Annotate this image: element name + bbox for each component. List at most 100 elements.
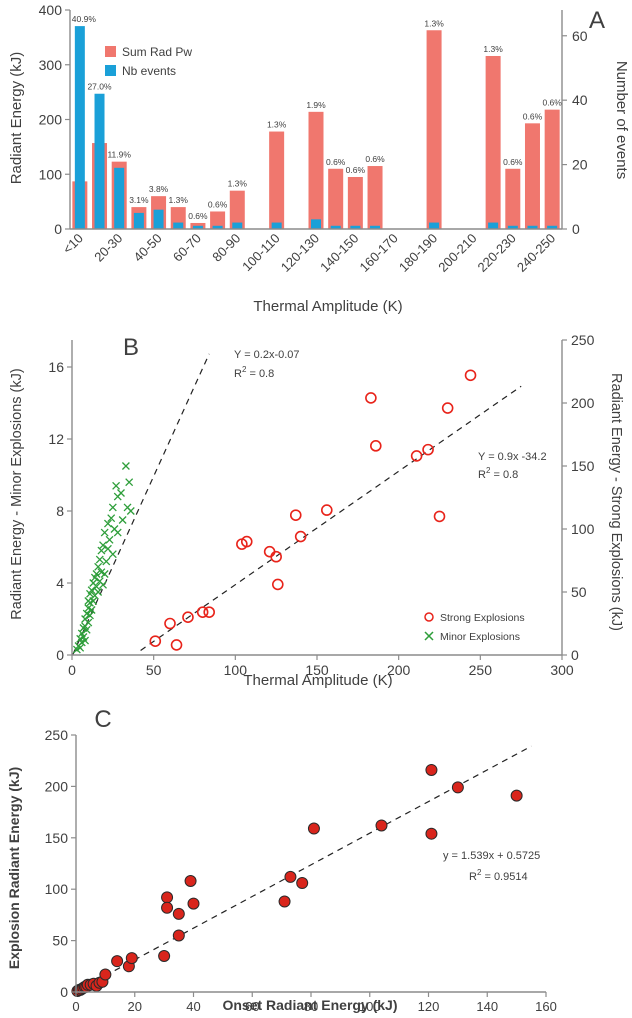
x-tick-label: 80 — [304, 999, 318, 1014]
data-point-17 — [158, 950, 171, 963]
x-tick-label: 100 — [359, 999, 381, 1014]
bar-energy-13 — [328, 168, 344, 229]
panel-b-legend: Strong Explosions Minor Explosions — [424, 612, 525, 643]
data-label-14: 0.6% — [346, 165, 366, 175]
panel-c-trendline — [75, 745, 532, 992]
trendline-minor — [72, 353, 210, 656]
panel-b-letter: B — [123, 334, 139, 361]
x-tick-label-20: 200-210 — [435, 231, 479, 275]
strong-point-20 — [464, 369, 477, 382]
strong-point-3 — [182, 611, 194, 624]
strong-point-10 — [271, 578, 284, 591]
legend-x-glyph — [424, 631, 434, 641]
y-tick-label: 250 — [45, 727, 69, 743]
panel-a-ylabel: Radiant Energy (kJ) — [8, 52, 25, 185]
minor-point-42 — [108, 550, 117, 559]
data-point-30 — [425, 827, 438, 840]
data-label-1: 27.0% — [87, 82, 112, 92]
bar-energy-14 — [347, 176, 363, 229]
y-tick-label: 200 — [39, 112, 63, 128]
bar-events-18 — [429, 222, 440, 229]
minor-point-30 — [95, 555, 104, 564]
x-tick-label-10: 100-110 — [239, 231, 283, 275]
data-point-32 — [510, 789, 523, 802]
minor-point-16 — [86, 611, 94, 620]
y2-tick-label: 100 — [571, 521, 595, 537]
panel-c-equation: y = 1.539x + 0.5725 — [443, 850, 540, 862]
data-point-14 — [111, 955, 124, 968]
data-point-19 — [161, 901, 174, 914]
x-tick-label: 250 — [469, 662, 493, 678]
strong-point-5 — [203, 606, 215, 618]
y2-tick-label: 60 — [572, 28, 588, 44]
trendline — [75, 745, 532, 992]
data-label-23: 0.6% — [523, 111, 543, 121]
x-tick-label: 160 — [535, 999, 557, 1014]
y2-tick-label: 250 — [571, 332, 595, 348]
y2-tick-label: 20 — [572, 157, 588, 173]
x-tick-label: 200 — [387, 662, 411, 678]
panel-b-trendlines — [72, 353, 522, 656]
panel-a-y2label: Number of events — [613, 61, 630, 179]
panel-a-xlabel: Thermal Amplitude (K) — [253, 298, 402, 315]
bar-events-10 — [271, 222, 282, 229]
data-point-31 — [451, 781, 464, 794]
x-tick-label-2: 20-30 — [91, 231, 125, 265]
strong-r-squared: R2 = 0.8 — [478, 466, 518, 481]
data-point-29 — [425, 763, 438, 776]
minor-point-32 — [97, 546, 106, 555]
x-tick-label: 20 — [128, 999, 142, 1014]
strong-point-7 — [240, 535, 253, 548]
data-label-4: 3.8% — [149, 184, 169, 194]
minor-point-40 — [105, 535, 114, 544]
minor-point-53 — [126, 507, 135, 515]
x-tick-label-18: 180-190 — [396, 231, 440, 275]
strong-point-15 — [369, 440, 382, 452]
minor-point-26 — [92, 570, 101, 578]
panel-c-points — [71, 763, 523, 997]
panel-a-letter: A — [589, 7, 605, 34]
strong-point-14 — [365, 392, 377, 404]
minor-point-48 — [117, 489, 125, 497]
data-label-21: 1.3% — [483, 44, 503, 54]
panel-c: C 0 50 100 150 200 250 0 20 40 60 80 100 120 140 160 y… — [6, 706, 557, 1014]
bar-events-4 — [153, 209, 164, 229]
panel-c-letter: C — [94, 706, 111, 733]
minor-point-13 — [84, 618, 93, 627]
legend-marker-strong — [424, 612, 434, 622]
x-tick-label-6: 60-70 — [170, 231, 204, 265]
panel-a-legend: Sum Rad Pw Nb events — [105, 45, 192, 78]
data-label-10: 1.3% — [267, 120, 287, 130]
panel-c-xlabel: Onset Radiant Energy (kJ) — [222, 997, 397, 1013]
data-label-18: 1.3% — [424, 18, 444, 28]
strong-point-18 — [433, 510, 446, 523]
y-tick-label: 0 — [54, 221, 62, 237]
panel-c-r-squared: R2 = 0.9514 — [469, 868, 528, 883]
bar-events-5 — [173, 222, 184, 229]
data-point-22 — [184, 874, 197, 887]
minor-point-50 — [121, 462, 130, 470]
x-tick-label: 60 — [245, 999, 259, 1014]
minor-point-41 — [107, 514, 116, 523]
y2-tick-label: 150 — [571, 458, 595, 474]
data-point-26 — [296, 877, 309, 890]
bar-events-13 — [330, 225, 341, 229]
strong-point-12 — [294, 530, 307, 543]
data-label-24: 0.6% — [542, 98, 562, 108]
panel-b: B 0 4 8 12 16 0 50 100 150 200 250 0 50 100 150 200 250 3… — [9, 332, 624, 689]
legend-label-events: Nb events — [122, 64, 176, 78]
bar-events-0 — [74, 26, 85, 230]
y-tick-label: 16 — [48, 359, 64, 375]
minor-point-33 — [99, 580, 107, 589]
legend-label-energy: Sum Rad Pw — [122, 45, 192, 59]
bar-energy-23 — [524, 123, 540, 229]
data-point-20 — [172, 929, 185, 942]
minor-point-2 — [76, 643, 85, 652]
y-tick-label: 12 — [48, 431, 64, 447]
strong-equation: Y = 0.9x -34.2 — [478, 451, 547, 463]
data-point-27 — [307, 822, 320, 835]
x-tick-label-4: 40-50 — [131, 231, 165, 265]
bar-energy-7 — [210, 211, 226, 229]
strong-point-9 — [270, 550, 282, 563]
data-point-16 — [125, 952, 138, 965]
